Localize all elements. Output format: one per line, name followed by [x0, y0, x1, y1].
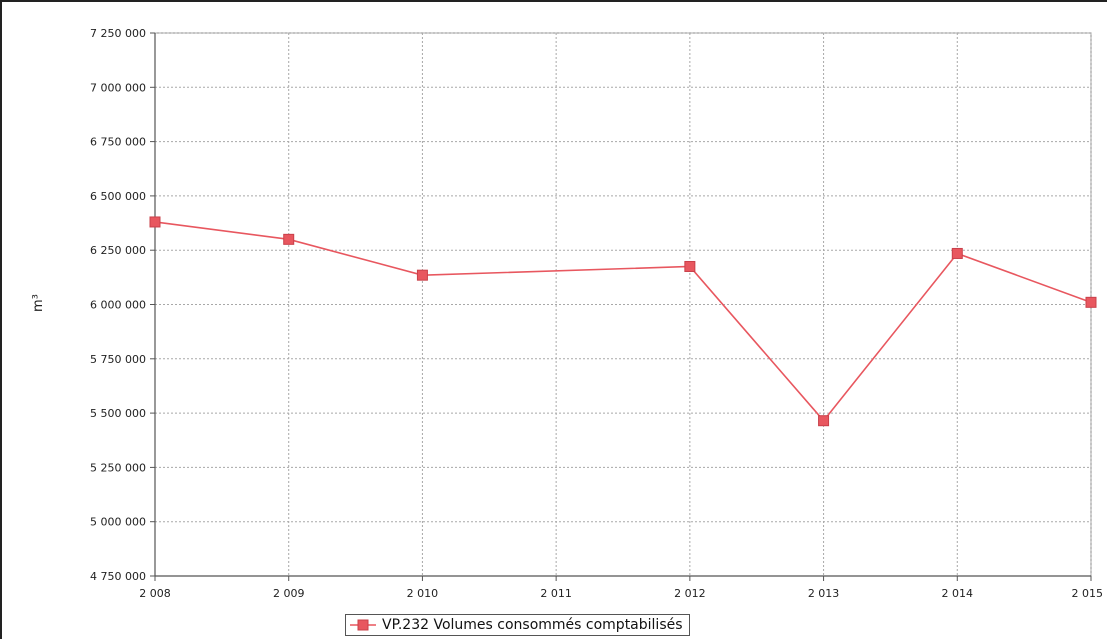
grid [154, 32, 1092, 577]
data-point [951, 247, 963, 259]
y-axis-title: m³ [31, 294, 46, 312]
tick-labels: 7 250 000 7 000 000 6 750 000 6 500 000 6 25… [90, 27, 1103, 600]
data-point [818, 415, 830, 427]
data-point [283, 233, 295, 245]
y-tick-label: 6 500 000 [90, 190, 146, 203]
data-point [1085, 296, 1097, 308]
x-tick-label: 2 010 [407, 587, 439, 600]
legend-label: VP.232 Volumes consommés comptabilisés [382, 617, 683, 633]
y-tick-label: 5 000 000 [90, 516, 146, 529]
x-tick-label: 2 012 [674, 587, 706, 600]
data-point [149, 216, 161, 228]
axes [150, 32, 1092, 581]
y-tick-label: 4 750 000 [90, 570, 146, 583]
x-tick-label: 2 009 [273, 587, 305, 600]
markers [149, 216, 1097, 427]
x-tick-label: 2 014 [942, 587, 974, 600]
x-tick-label: 2 011 [540, 587, 572, 600]
legend-swatch [350, 619, 376, 631]
y-tick-label: 7 000 000 [90, 81, 146, 94]
legend: VP.232 Volumes consommés comptabilisés [345, 614, 690, 636]
series-line [154, 221, 1092, 422]
data-point [684, 260, 696, 272]
y-tick-label: 5 500 000 [90, 407, 146, 420]
y-tick-label: 6 750 000 [90, 136, 146, 149]
y-tick-label: 6 000 000 [90, 299, 146, 312]
y-tick-label: 6 250 000 [90, 244, 146, 257]
y-tick-label: 5 250 000 [90, 461, 146, 474]
series-line-layer [154, 221, 1092, 422]
x-tick-label: 2 008 [139, 587, 171, 600]
y-tick-label: 5 750 000 [90, 353, 146, 366]
data-point [416, 269, 428, 281]
x-tick-label: 2 013 [808, 587, 840, 600]
x-tick-label: 2 015 [1072, 587, 1104, 600]
y-tick-label: 7 250 000 [90, 27, 146, 40]
